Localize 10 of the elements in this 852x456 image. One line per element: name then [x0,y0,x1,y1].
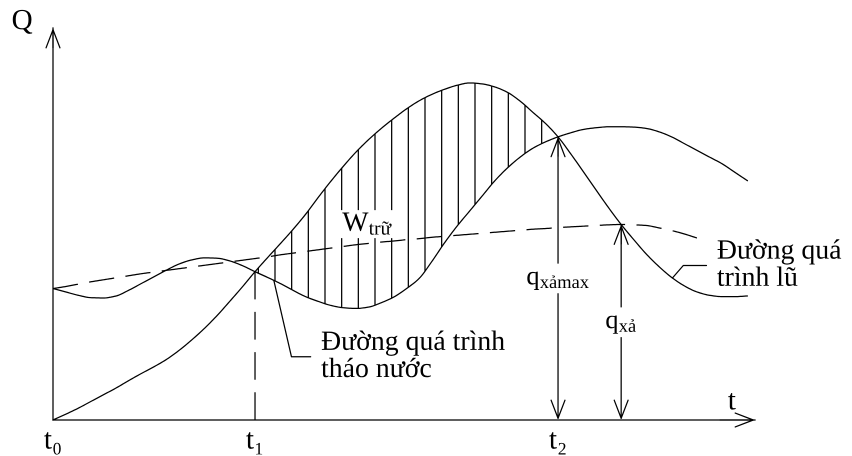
annotation: q$_{xả}$ [606,315,636,334]
series-label: Đường quá trình tháo nước [321,330,505,378]
annotation: W$_{trữ}$ [342,212,392,235]
x-tick-label: t₀ [44,432,61,455]
y-axis-title: Q [12,10,32,34]
annotation: q$_{xảmax}$ [527,272,589,290]
legend-label: Đường quá trình lũ [717,239,842,286]
x-tick-label: t₂ [549,432,566,455]
x-tick-label: t₁ [246,432,262,454]
x-axis-title: t [728,392,736,410]
